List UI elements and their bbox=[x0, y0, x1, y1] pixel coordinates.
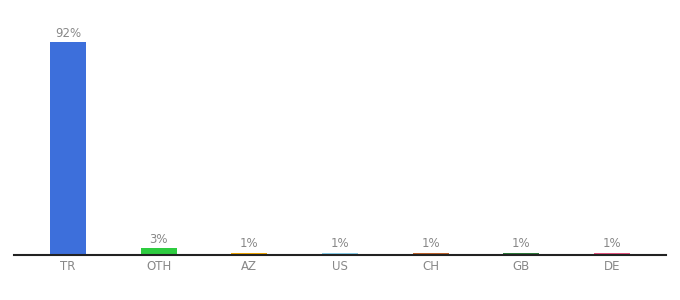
Text: 3%: 3% bbox=[150, 233, 168, 246]
Text: 1%: 1% bbox=[330, 237, 350, 250]
Bar bbox=[141, 248, 177, 255]
Text: 92%: 92% bbox=[55, 27, 81, 40]
Text: 1%: 1% bbox=[422, 237, 440, 250]
Bar bbox=[322, 253, 358, 255]
Bar bbox=[231, 253, 267, 255]
Text: 1%: 1% bbox=[512, 237, 530, 250]
Text: 1%: 1% bbox=[240, 237, 258, 250]
Bar bbox=[413, 253, 449, 255]
Text: 1%: 1% bbox=[602, 237, 622, 250]
Bar bbox=[503, 253, 539, 255]
Bar bbox=[50, 43, 86, 255]
Bar bbox=[594, 253, 630, 255]
